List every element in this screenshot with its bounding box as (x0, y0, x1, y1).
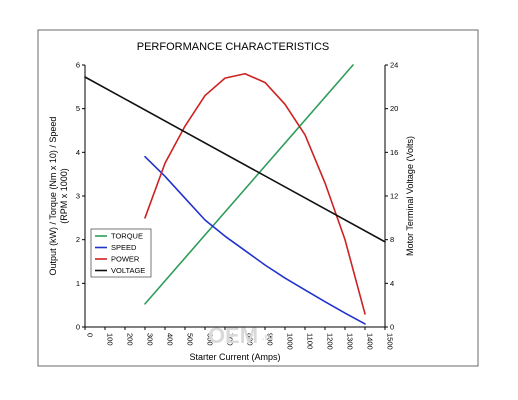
x-tick-label: 200 (126, 333, 135, 346)
y-left-tick-label: 2 (76, 235, 80, 244)
y-right-tick-label: 12 (390, 192, 398, 201)
x-tick-label: 1300 (346, 333, 355, 350)
series-line-torque (144, 64, 354, 305)
x-tick-label: 300 (146, 333, 155, 346)
y-right-tick-label: 20 (390, 104, 398, 113)
x-tick-label: 0 (86, 333, 95, 337)
x-tick-label: 900 (266, 333, 275, 346)
legend: TORQUE SPEED POWER VOLTAGE (90, 228, 152, 278)
x-tick-label: 1200 (326, 333, 335, 350)
y-left-tick-group: 0 1 2 3 4 5 6 (76, 61, 85, 332)
series-line-power (144, 72, 366, 315)
legend-label-torque: TORQUE (111, 232, 143, 241)
x-tick-label: 600 (206, 333, 215, 346)
legend-label-speed: SPEED (111, 243, 137, 252)
x-tick-group: 0 100 200 300 400 500 600 700 800 900 1000 1100 1200… (84, 327, 395, 350)
y-left-tick-label: 0 (76, 323, 80, 332)
y-right-tick-label: 16 (390, 148, 398, 157)
x-tick-label: 700 (226, 333, 235, 346)
series-line-speed (144, 155, 366, 325)
y-left-tick-label: 5 (76, 104, 80, 113)
y-left-tick-label: 1 (76, 279, 80, 288)
chart-title: PERFORMANCE CHARACTERISTICS (137, 41, 330, 53)
watermark-text: OEM (208, 323, 258, 348)
y-axis-right-label: Motor Terminal Voltage (Volts) (405, 136, 415, 256)
series-line-voltage (84, 76, 386, 243)
x-tick-label: 500 (186, 333, 195, 346)
x-tick-label: 400 (166, 333, 175, 346)
x-tick-label: 1100 (306, 333, 315, 349)
legend-label-power: POWER (111, 255, 140, 264)
x-tick-label: 800 (246, 333, 255, 346)
chart-frame (37, 29, 479, 367)
y-left-tick-label: 6 (76, 61, 80, 70)
y-axis-left-label-line2: (RPM x 1000) (59, 168, 69, 224)
watermark-subtext: .ru (262, 332, 274, 342)
watermark: OEM .ru (208, 323, 274, 348)
y-left-tick-label: 3 (76, 192, 80, 201)
series-group (84, 64, 386, 325)
legend-label-voltage: VOLTAGE (111, 266, 145, 275)
y-right-tick-label: 0 (390, 323, 394, 332)
x-tick-label: 1400 (366, 333, 375, 350)
y-right-tick-label: 8 (390, 235, 394, 244)
x-tick-label: 100 (106, 333, 115, 346)
x-tick-label: 1000 (286, 333, 295, 350)
y-right-tick-label: 24 (390, 61, 398, 70)
y-right-tick-group: 0 4 8 12 16 20 24 (385, 61, 398, 332)
y-right-tick-label: 4 (390, 279, 394, 288)
x-axis-label: Starter Current (Amps) (189, 352, 280, 362)
y-left-tick-label: 4 (76, 148, 80, 157)
y-axis-left-label-line1: Output (kW) / Torque (Nm x 10) / Speed (48, 117, 58, 276)
legend-box (90, 228, 152, 278)
x-tick-label: 1500 (386, 333, 395, 350)
